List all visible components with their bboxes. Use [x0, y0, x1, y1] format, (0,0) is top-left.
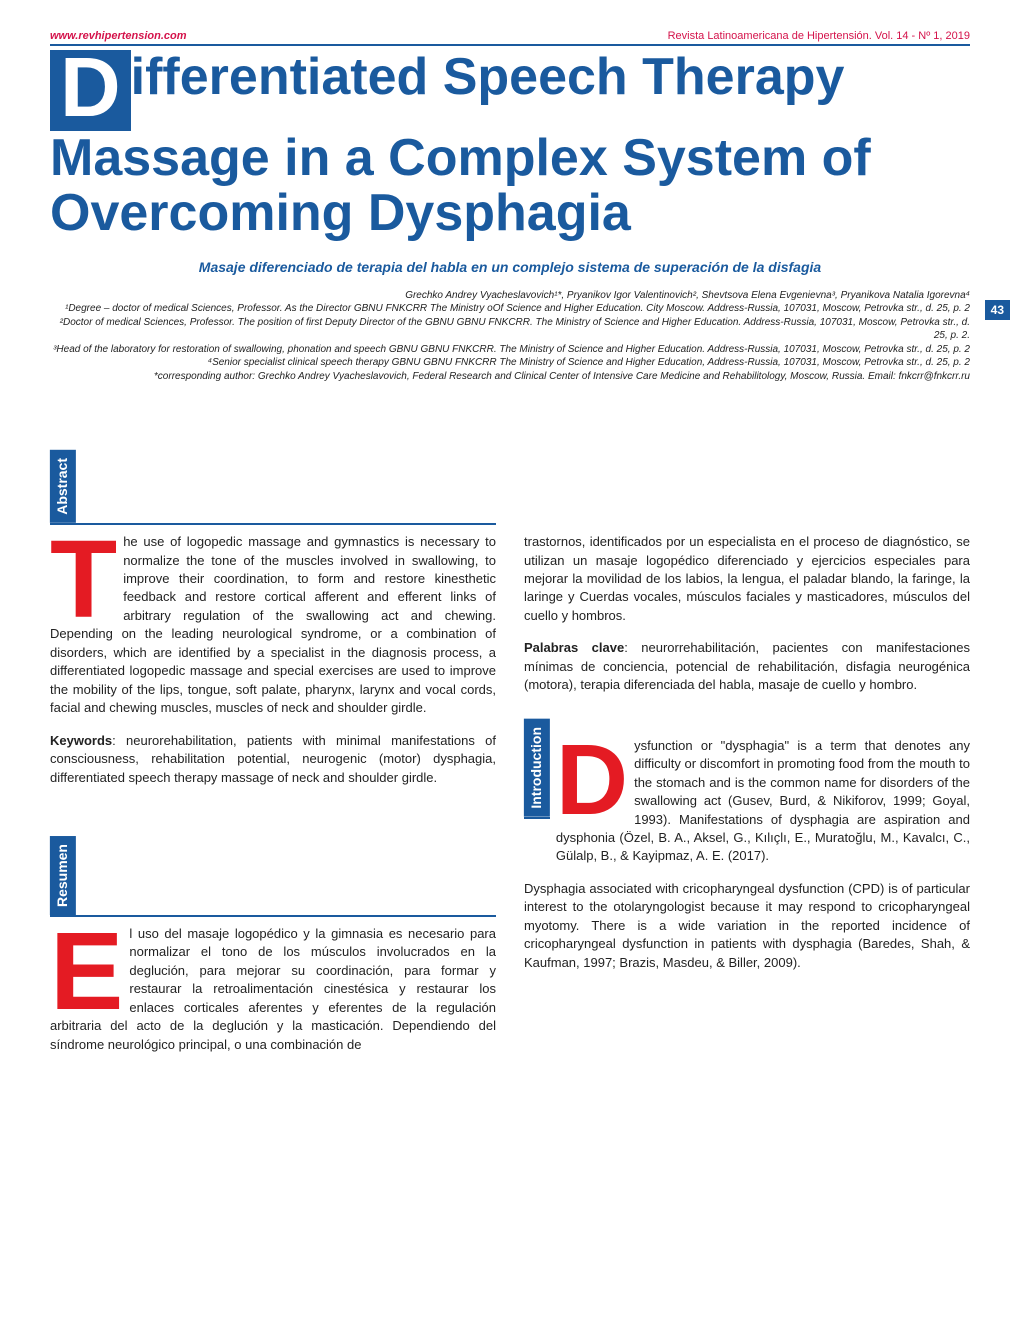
resumen-text: El uso del masaje logopédico y la gimnas… — [50, 925, 496, 1054]
introduction-tab: Introduction — [524, 719, 550, 817]
column-left: Abstract The use of logopedic massage an… — [50, 433, 496, 1068]
keywords-label: Keywords — [50, 733, 112, 748]
title-line1: ifferentiated Speech Therapy — [131, 48, 845, 106]
header-bar: www.revhipertension.com Revista Latinoam… — [50, 30, 970, 46]
affiliation-4: ⁴Senior specialist clinical speech thera… — [50, 356, 970, 370]
author-names: Grechko Andrey Vyacheslavovich¹*, Pryani… — [50, 289, 970, 303]
affiliation-1: ¹Degree – doctor of medical Sciences, Pr… — [50, 302, 970, 316]
title-dropcap: D — [50, 50, 131, 131]
intro-p2: Dysphagia associated with cricopharyngea… — [524, 880, 970, 972]
resumen-dropcap: E — [50, 931, 123, 1014]
intro-p1: Dysfunction or "dysphagia" is a term tha… — [556, 737, 970, 866]
title-rest: Massage in a Complex System of Overcomin… — [50, 129, 871, 242]
content-columns: Abstract The use of logopedic massage an… — [50, 433, 970, 1068]
authors-block: Grechko Andrey Vyacheslavovich¹*, Pryani… — [50, 289, 970, 384]
keywords-text: : neurorehabilitation, patients with min… — [50, 733, 496, 785]
abstract-dropcap: T — [50, 539, 117, 622]
abstract-tab-wrap: Abstract — [50, 433, 496, 525]
journal-ref: Revista Latinoamericana de Hipertensión.… — [668, 30, 970, 42]
resumen-continued: trastornos, identificados por un especia… — [524, 533, 970, 625]
abstract-text: The use of logopedic massage and gymnast… — [50, 533, 496, 718]
affiliation-3: ³Head of the laboratory for restoration … — [50, 343, 970, 357]
resumen-tab-wrap: Resumen — [50, 817, 496, 917]
page-number: 43 — [985, 300, 1010, 320]
column-right: trastornos, identificados por un especia… — [524, 433, 970, 1068]
subtitle-es: Masaje diferenciado de terapia del habla… — [50, 259, 970, 275]
article-title: Differentiated Speech Therapy Massage in… — [50, 50, 970, 241]
intro-dropcap: D — [556, 741, 628, 819]
keywords-block: Keywords: neurorehabilitation, patients … — [50, 732, 496, 787]
corresponding-author: *corresponding author: Grechko Andrey Vy… — [50, 370, 970, 384]
resumen-tab: Resumen — [50, 836, 76, 915]
intro-block: Introduction Dysfunction or "dysphagia" … — [524, 709, 970, 880]
abstract-tab: Abstract — [50, 450, 76, 523]
intro-tab-wrap: Introduction — [524, 709, 550, 819]
palabras-label: Palabras clave — [524, 640, 624, 655]
title-block: Differentiated Speech Therapy Massage in… — [50, 50, 970, 275]
affiliation-2: ²Doctor of medical Sciences, Professor. … — [50, 316, 970, 343]
palabras-block: Palabras clave: neurorrehabilitación, pa… — [524, 639, 970, 694]
